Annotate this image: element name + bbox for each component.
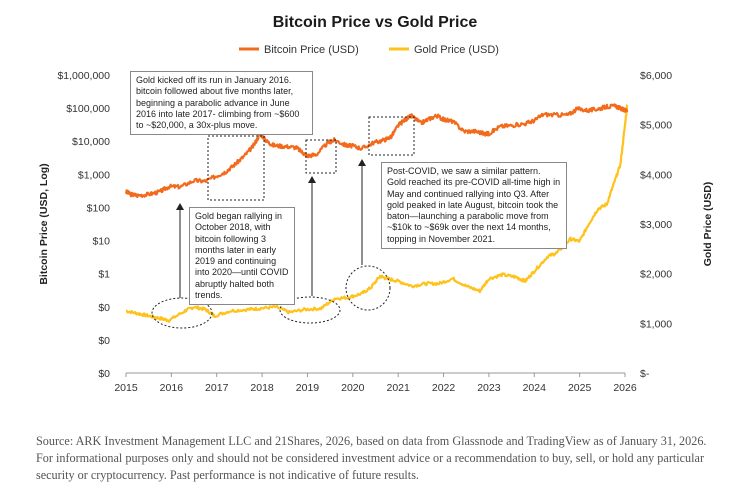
- x-tick-label: 2022: [432, 382, 456, 394]
- series-lines: [124, 103, 629, 323]
- y-left-tick-label: $0: [98, 335, 110, 347]
- y-right-tick-label: $5,000: [640, 120, 672, 132]
- series-line-gold: [125, 103, 629, 323]
- chart-area: Bitcoin Price vs Gold Price Bitcoin Pric…: [38, 14, 714, 394]
- annotation-right: Post-COVID, we saw a similar pattern. Go…: [381, 162, 567, 250]
- arrow-head: [358, 159, 366, 166]
- annotation-top-left: Gold kicked off its run in January 2016.…: [130, 71, 313, 136]
- y-right-tick-label: $3,000: [640, 219, 672, 231]
- y-axis-right-title: Gold Price (USD): [702, 182, 714, 267]
- y-right-tick-label: $-: [640, 368, 650, 380]
- y-left-tick-label: $10: [92, 236, 110, 248]
- highlight-ellipse: [279, 296, 341, 324]
- y-left-tick-label: $100: [87, 202, 111, 214]
- y-axis-left-ticks: $0 $0 $0 $1 $10 $100 $1,000 $10,000 $100,000 $1,0…: [57, 70, 110, 380]
- y-right-tick-label: $2,000: [640, 269, 672, 281]
- arrow-head: [176, 203, 184, 210]
- x-tick-label: 2015: [114, 382, 138, 394]
- highlight-box: [207, 135, 265, 201]
- chart-title: Bitcoin Price vs Gold Price: [273, 14, 478, 31]
- annotation-middle-left: Gold began rallying in October 2018, wit…: [189, 207, 295, 306]
- y-left-tick-label: $10,000: [72, 136, 110, 148]
- x-tick-label: 2025: [568, 382, 592, 394]
- y-left-tick-label: $1,000,000: [57, 70, 110, 82]
- y-left-tick-label: $1,000: [78, 169, 110, 181]
- x-tick-label: 2016: [160, 382, 184, 394]
- x-tick-label: 2018: [250, 382, 274, 394]
- series-line-bitcoin: [124, 103, 629, 199]
- highlight-ellipse: [345, 265, 391, 311]
- y-right-tick-label: $1,000: [640, 318, 672, 330]
- x-tick-label: 2024: [523, 382, 547, 394]
- y-left-tick-label: $100,000: [66, 103, 110, 115]
- arrow-head: [308, 176, 316, 183]
- source-note: Source: ARK Investment Management LLC an…: [36, 434, 707, 482]
- x-tick-label: 2019: [296, 382, 320, 394]
- y-axis-left-title: Bitcoin Price (USD, Log): [38, 163, 50, 284]
- y-left-tick-label: $0: [98, 368, 110, 380]
- chart-svg: Bitcoin Price vs Gold Price Bitcoin Pric…: [38, 14, 714, 394]
- y-left-tick-label: $1: [98, 269, 110, 281]
- y-axis-right-ticks: $- $1,000 $2,000 $3,000 $4,000 $5,000 $6,000: [640, 70, 672, 380]
- x-tick-label: 2023: [477, 382, 501, 394]
- highlight-shapes: [151, 116, 415, 329]
- highlight-box: [368, 116, 415, 156]
- x-axis-ticks: 2015 2016 2017 2018 2019 2020 2021 2022 2023 2024…: [114, 373, 637, 394]
- legend-bitcoin-label: Bitcoin Price (USD): [264, 44, 359, 56]
- y-right-tick-label: $6,000: [640, 70, 672, 82]
- y-right-tick-label: $4,000: [640, 169, 672, 181]
- x-tick-label: 2020: [341, 382, 365, 394]
- x-tick-label: 2017: [205, 382, 229, 394]
- legend-gold-label: Gold Price (USD): [414, 44, 499, 56]
- y-left-tick-label: $0: [98, 302, 110, 314]
- legend: Bitcoin Price (USD) Gold Price (USD): [239, 44, 499, 56]
- highlight-ellipse: [151, 297, 213, 329]
- highlight-box: [305, 139, 337, 174]
- x-tick-label: 2021: [387, 382, 411, 394]
- x-tick-label: 2026: [613, 382, 637, 394]
